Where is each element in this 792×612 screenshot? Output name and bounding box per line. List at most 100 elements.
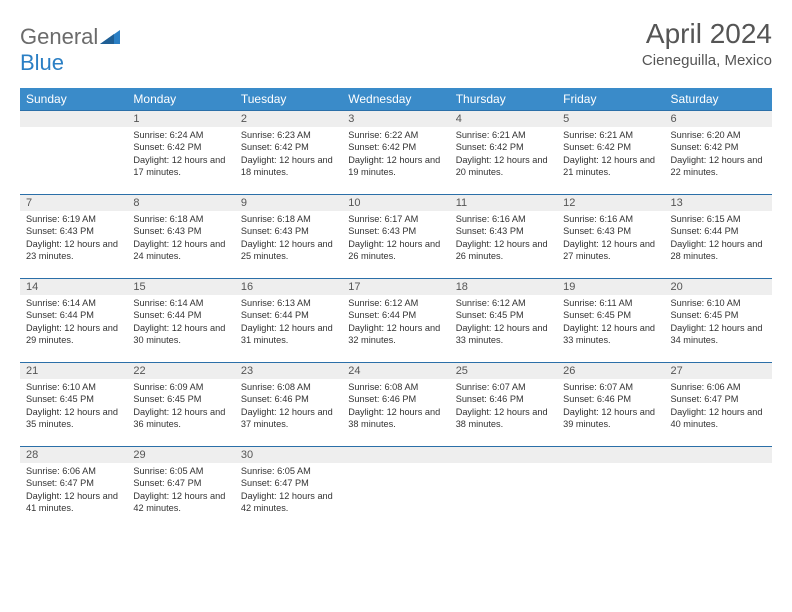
day-number-bar: 25 bbox=[450, 362, 557, 379]
location: Cieneguilla, Mexico bbox=[642, 52, 772, 69]
day-content: Sunrise: 6:14 AMSunset: 6:44 PMDaylight:… bbox=[20, 295, 127, 351]
day-number-bar: 14 bbox=[20, 278, 127, 295]
calendar-body: 1Sunrise: 6:24 AMSunset: 6:42 PMDaylight… bbox=[20, 110, 772, 530]
day-content: Sunrise: 6:10 AMSunset: 6:45 PMDaylight:… bbox=[20, 379, 127, 435]
day-content: Sunrise: 6:07 AMSunset: 6:46 PMDaylight:… bbox=[557, 379, 664, 435]
day-number-bar: 29 bbox=[127, 446, 234, 463]
day-content: Sunrise: 6:21 AMSunset: 6:42 PMDaylight:… bbox=[557, 127, 664, 183]
calendar-cell: 19Sunrise: 6:11 AMSunset: 6:45 PMDayligh… bbox=[557, 278, 664, 362]
day-content: Sunrise: 6:07 AMSunset: 6:46 PMDaylight:… bbox=[450, 379, 557, 435]
day-number-bar bbox=[665, 446, 772, 463]
day-number-bar: 20 bbox=[665, 278, 772, 295]
weekday-header: Tuesday bbox=[235, 88, 342, 110]
day-content: Sunrise: 6:14 AMSunset: 6:44 PMDaylight:… bbox=[127, 295, 234, 351]
day-number-bar: 22 bbox=[127, 362, 234, 379]
day-number-bar: 3 bbox=[342, 110, 449, 127]
weekday-header: Thursday bbox=[450, 88, 557, 110]
calendar-cell: 14Sunrise: 6:14 AMSunset: 6:44 PMDayligh… bbox=[20, 278, 127, 362]
day-number-bar bbox=[20, 110, 127, 127]
day-content: Sunrise: 6:23 AMSunset: 6:42 PMDaylight:… bbox=[235, 127, 342, 183]
day-content: Sunrise: 6:10 AMSunset: 6:45 PMDaylight:… bbox=[665, 295, 772, 351]
day-content: Sunrise: 6:16 AMSunset: 6:43 PMDaylight:… bbox=[557, 211, 664, 267]
day-content: Sunrise: 6:12 AMSunset: 6:44 PMDaylight:… bbox=[342, 295, 449, 351]
brand-name: GeneralBlue bbox=[20, 24, 122, 76]
day-content: Sunrise: 6:06 AMSunset: 6:47 PMDaylight:… bbox=[665, 379, 772, 435]
calendar-cell bbox=[20, 110, 127, 194]
calendar-cell: 9Sunrise: 6:18 AMSunset: 6:43 PMDaylight… bbox=[235, 194, 342, 278]
calendar-cell: 28Sunrise: 6:06 AMSunset: 6:47 PMDayligh… bbox=[20, 446, 127, 530]
calendar-cell: 17Sunrise: 6:12 AMSunset: 6:44 PMDayligh… bbox=[342, 278, 449, 362]
day-content: Sunrise: 6:18 AMSunset: 6:43 PMDaylight:… bbox=[127, 211, 234, 267]
day-content: Sunrise: 6:15 AMSunset: 6:44 PMDaylight:… bbox=[665, 211, 772, 267]
day-number-bar bbox=[342, 446, 449, 463]
day-number-bar: 7 bbox=[20, 194, 127, 211]
day-content: Sunrise: 6:05 AMSunset: 6:47 PMDaylight:… bbox=[127, 463, 234, 519]
day-number-bar: 27 bbox=[665, 362, 772, 379]
day-number-bar: 12 bbox=[557, 194, 664, 211]
calendar-cell: 6Sunrise: 6:20 AMSunset: 6:42 PMDaylight… bbox=[665, 110, 772, 194]
day-number-bar bbox=[557, 446, 664, 463]
calendar-cell: 5Sunrise: 6:21 AMSunset: 6:42 PMDaylight… bbox=[557, 110, 664, 194]
brand-gray: General bbox=[20, 24, 98, 49]
calendar-row: 28Sunrise: 6:06 AMSunset: 6:47 PMDayligh… bbox=[20, 446, 772, 530]
calendar-cell: 23Sunrise: 6:08 AMSunset: 6:46 PMDayligh… bbox=[235, 362, 342, 446]
day-content: Sunrise: 6:09 AMSunset: 6:45 PMDaylight:… bbox=[127, 379, 234, 435]
day-number-bar: 18 bbox=[450, 278, 557, 295]
day-content: Sunrise: 6:24 AMSunset: 6:42 PMDaylight:… bbox=[127, 127, 234, 183]
calendar-cell: 24Sunrise: 6:08 AMSunset: 6:46 PMDayligh… bbox=[342, 362, 449, 446]
weekday-header: Monday bbox=[127, 88, 234, 110]
weekday-header-row: SundayMondayTuesdayWednesdayThursdayFrid… bbox=[20, 88, 772, 110]
header: GeneralBlue April 2024 Cieneguilla, Mexi… bbox=[20, 18, 772, 76]
day-content: Sunrise: 6:21 AMSunset: 6:42 PMDaylight:… bbox=[450, 127, 557, 183]
day-number-bar bbox=[450, 446, 557, 463]
day-number-bar: 13 bbox=[665, 194, 772, 211]
day-content: Sunrise: 6:06 AMSunset: 6:47 PMDaylight:… bbox=[20, 463, 127, 519]
weekday-header: Sunday bbox=[20, 88, 127, 110]
calendar-row: 7Sunrise: 6:19 AMSunset: 6:43 PMDaylight… bbox=[20, 194, 772, 278]
calendar-row: 1Sunrise: 6:24 AMSunset: 6:42 PMDaylight… bbox=[20, 110, 772, 194]
day-content: Sunrise: 6:08 AMSunset: 6:46 PMDaylight:… bbox=[235, 379, 342, 435]
day-number-bar: 21 bbox=[20, 362, 127, 379]
weekday-header: Saturday bbox=[665, 88, 772, 110]
day-number-bar: 28 bbox=[20, 446, 127, 463]
brand-logo: GeneralBlue bbox=[20, 24, 122, 76]
day-number-bar: 11 bbox=[450, 194, 557, 211]
calendar-cell: 8Sunrise: 6:18 AMSunset: 6:43 PMDaylight… bbox=[127, 194, 234, 278]
title-block: April 2024 Cieneguilla, Mexico bbox=[642, 18, 772, 69]
day-number-bar: 26 bbox=[557, 362, 664, 379]
calendar-cell: 29Sunrise: 6:05 AMSunset: 6:47 PMDayligh… bbox=[127, 446, 234, 530]
day-number-bar: 17 bbox=[342, 278, 449, 295]
day-number-bar: 15 bbox=[127, 278, 234, 295]
day-number-bar: 23 bbox=[235, 362, 342, 379]
calendar-cell: 13Sunrise: 6:15 AMSunset: 6:44 PMDayligh… bbox=[665, 194, 772, 278]
calendar-cell: 25Sunrise: 6:07 AMSunset: 6:46 PMDayligh… bbox=[450, 362, 557, 446]
calendar-row: 14Sunrise: 6:14 AMSunset: 6:44 PMDayligh… bbox=[20, 278, 772, 362]
brand-triangle-icon bbox=[100, 24, 120, 50]
weekday-header: Friday bbox=[557, 88, 664, 110]
day-number-bar: 10 bbox=[342, 194, 449, 211]
day-content: Sunrise: 6:18 AMSunset: 6:43 PMDaylight:… bbox=[235, 211, 342, 267]
day-number-bar: 8 bbox=[127, 194, 234, 211]
calendar-row: 21Sunrise: 6:10 AMSunset: 6:45 PMDayligh… bbox=[20, 362, 772, 446]
calendar-cell: 2Sunrise: 6:23 AMSunset: 6:42 PMDaylight… bbox=[235, 110, 342, 194]
day-content: Sunrise: 6:08 AMSunset: 6:46 PMDaylight:… bbox=[342, 379, 449, 435]
day-content: Sunrise: 6:16 AMSunset: 6:43 PMDaylight:… bbox=[450, 211, 557, 267]
calendar-cell: 16Sunrise: 6:13 AMSunset: 6:44 PMDayligh… bbox=[235, 278, 342, 362]
day-content: Sunrise: 6:12 AMSunset: 6:45 PMDaylight:… bbox=[450, 295, 557, 351]
calendar-cell: 30Sunrise: 6:05 AMSunset: 6:47 PMDayligh… bbox=[235, 446, 342, 530]
calendar-cell: 11Sunrise: 6:16 AMSunset: 6:43 PMDayligh… bbox=[450, 194, 557, 278]
calendar-cell bbox=[557, 446, 664, 530]
day-content: Sunrise: 6:19 AMSunset: 6:43 PMDaylight:… bbox=[20, 211, 127, 267]
day-number-bar: 6 bbox=[665, 110, 772, 127]
day-number-bar: 2 bbox=[235, 110, 342, 127]
calendar-cell bbox=[665, 446, 772, 530]
day-number-bar: 1 bbox=[127, 110, 234, 127]
calendar-cell: 12Sunrise: 6:16 AMSunset: 6:43 PMDayligh… bbox=[557, 194, 664, 278]
month-title: April 2024 bbox=[642, 18, 772, 50]
calendar-cell: 7Sunrise: 6:19 AMSunset: 6:43 PMDaylight… bbox=[20, 194, 127, 278]
calendar-cell: 20Sunrise: 6:10 AMSunset: 6:45 PMDayligh… bbox=[665, 278, 772, 362]
calendar-cell: 4Sunrise: 6:21 AMSunset: 6:42 PMDaylight… bbox=[450, 110, 557, 194]
calendar-cell bbox=[450, 446, 557, 530]
calendar-cell: 18Sunrise: 6:12 AMSunset: 6:45 PMDayligh… bbox=[450, 278, 557, 362]
day-number-bar: 5 bbox=[557, 110, 664, 127]
